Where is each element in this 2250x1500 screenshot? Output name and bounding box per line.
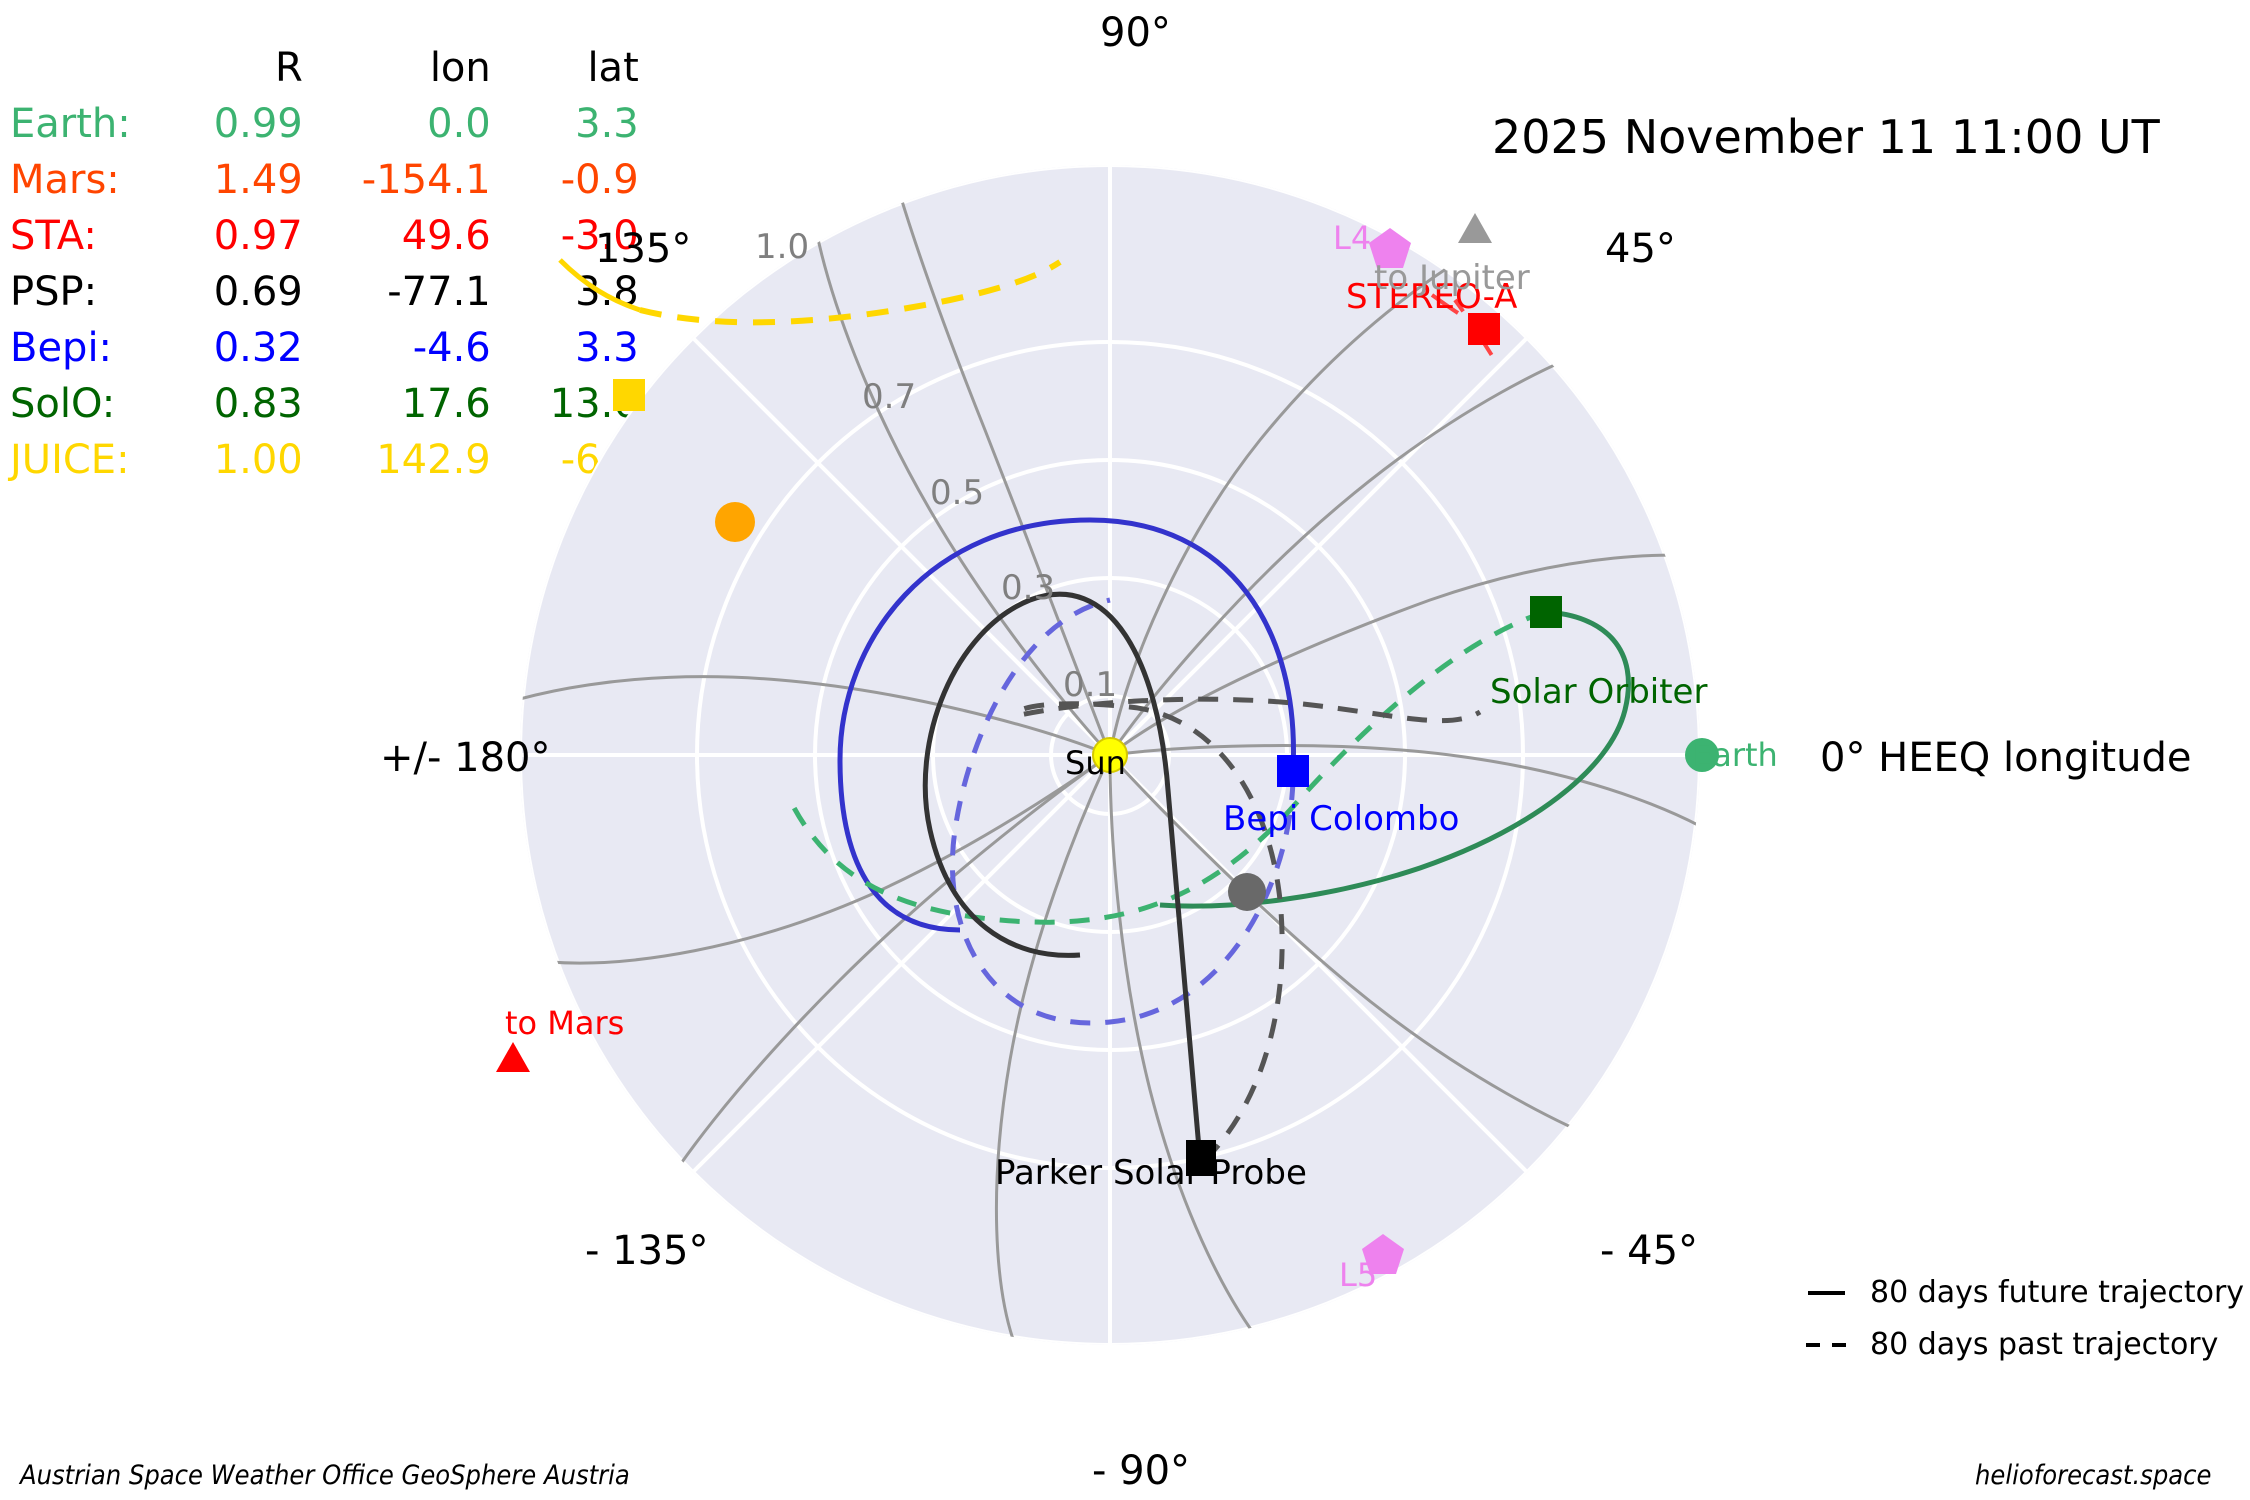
table-row: Bepi: 0.32 -4.6 3.3	[10, 320, 639, 376]
bepi-colombo-marker[interactable]	[1277, 755, 1309, 787]
stereo-a-future-trajectory	[1430, 293, 1460, 315]
bepi-past-trajectory	[949, 597, 1296, 1026]
row-lat-bepi: 3.3	[575, 325, 639, 371]
header-lon: lon	[429, 45, 491, 91]
header-lat: lat	[587, 45, 639, 91]
row-r-mars: 1.49	[213, 157, 303, 203]
row-r-psp: 0.69	[213, 269, 303, 315]
row-lon-earth: 0.0	[427, 101, 491, 147]
table-header-row: R lon lat	[10, 40, 639, 96]
angle-label-m90: - 90°	[1092, 1448, 1191, 1494]
row-name-juice: JUICE:	[10, 437, 130, 483]
row-lon-sta: 49.6	[401, 213, 491, 259]
l4-marker[interactable]	[1369, 228, 1411, 268]
solar-orbiter-label: Solar Orbiter	[1490, 672, 1708, 712]
row-name-earth: Earth:	[10, 101, 131, 147]
table-row: PSP: 0.69 -77.1 3.8	[10, 264, 639, 320]
bepi-future-trajectory	[837, 517, 1296, 933]
sun-marker[interactable]	[1092, 737, 1128, 773]
row-r-juice: 1.00	[213, 437, 303, 483]
psp-past-trajectory	[1015, 696, 1482, 1162]
radial-label-0-1: 0.1	[1063, 665, 1118, 705]
to-jupiter-label: to Jupiter	[1374, 258, 1530, 298]
row-lon-bepi: -4.6	[412, 325, 491, 371]
radial-label-1-0: 1.0	[755, 227, 810, 267]
psp-future-trajectory	[922, 591, 1203, 1161]
legend-future-label: 80 days future trajectory	[1870, 1275, 2245, 1310]
to-jupiter-marker[interactable]	[1458, 213, 1492, 243]
row-lon-solo: 17.6	[401, 381, 491, 427]
row-name-solo: SolO:	[10, 381, 116, 427]
row-lat-sta: -3.0	[560, 213, 639, 259]
stereo-a-label: STEREO-A	[1346, 277, 1518, 317]
position-table: R lon lat Earth: 0.99 0.0 3.3 Mars: 1.49…	[10, 40, 639, 488]
juice-marker[interactable]	[613, 379, 645, 411]
table-row: Earth: 0.99 0.0 3.3	[10, 96, 639, 152]
juice-past-trajectory	[639, 259, 1062, 326]
l5-label: L5	[1339, 1256, 1378, 1294]
row-lat-mars: -0.9	[560, 157, 639, 203]
row-r-earth: 0.99	[213, 101, 303, 147]
grid-group	[520, 165, 1700, 1345]
row-r-sta: 0.97	[213, 213, 303, 259]
radial-label-0-5: 0.5	[930, 473, 985, 513]
l5-marker[interactable]	[1362, 1234, 1404, 1274]
mercury-marker[interactable]	[715, 502, 755, 542]
page-title: 2025 November 11 11:00 UT	[1492, 110, 2160, 164]
header-r: R	[274, 45, 303, 91]
bepi-colombo-label: Bepi Colombo	[1223, 799, 1460, 839]
row-r-solo: 0.83	[213, 381, 303, 427]
angle-label-135: 135°	[595, 226, 692, 272]
stereo-a-marker[interactable]	[1468, 313, 1500, 345]
footer-right: helioforecast.space	[1975, 1460, 2212, 1491]
table-row: SolO: 0.83 17.6 13.6	[10, 376, 639, 432]
row-lon-psp: -77.1	[387, 269, 491, 315]
sun-label: Sun	[1065, 744, 1126, 782]
radial-label-0-7: 0.7	[862, 377, 917, 417]
row-name-mars: Mars:	[10, 157, 120, 203]
to-mars-marker[interactable]	[496, 1042, 530, 1072]
row-lon-mars: -154.1	[361, 157, 491, 203]
parker-solar-probe-marker[interactable]	[1186, 1140, 1216, 1176]
angle-label-90: 90°	[1100, 10, 1171, 56]
solar-orbiter-marker[interactable]	[1530, 596, 1562, 628]
row-name-sta: STA:	[10, 213, 97, 259]
angle-label-180: +/- 180°	[380, 735, 551, 781]
row-name-bepi: Bepi:	[10, 325, 113, 371]
table-row: STA: 0.97 49.6 -3.0	[10, 208, 639, 264]
row-lat-earth: 3.3	[575, 101, 639, 147]
venus-marker[interactable]	[1228, 873, 1266, 911]
table-row: Mars: 1.49 -154.1 -0.9	[10, 152, 639, 208]
angle-label-m45: - 45°	[1600, 1228, 1699, 1274]
to-mars-label: to Mars	[505, 1004, 625, 1042]
juice-future-trajectory	[558, 258, 641, 313]
l4-label: L4	[1333, 219, 1372, 257]
radial-label-0-3: 0.3	[1001, 568, 1056, 608]
angle-label-0: 0° HEEQ longitude	[1820, 735, 2192, 781]
earth-label: Earth	[1692, 736, 1778, 774]
row-name-psp: PSP:	[10, 269, 98, 315]
solar-orbiter-future-trajectory	[1159, 609, 1631, 909]
parker-solar-probe-label: Parker Solar Probe	[995, 1153, 1307, 1193]
angle-label-m135: - 135°	[585, 1228, 709, 1274]
row-lon-juice: 142.9	[376, 437, 491, 483]
footer-left: Austrian Space Weather Office GeoSphere …	[20, 1460, 630, 1491]
legend-past-label: 80 days past trajectory	[1870, 1327, 2219, 1362]
angle-label-45: 45°	[1605, 226, 1676, 272]
row-r-bepi: 0.32	[213, 325, 303, 371]
solar-orbiter-past-trajectory	[787, 609, 1546, 925]
earth-marker[interactable]	[1685, 738, 1719, 772]
